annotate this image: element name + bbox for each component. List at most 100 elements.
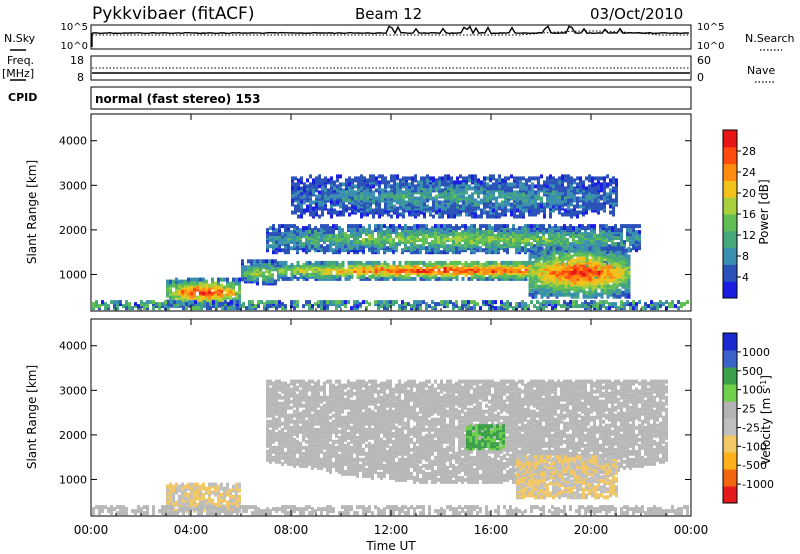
power-cell [446, 300, 449, 305]
power-cell [473, 304, 476, 309]
power-cell [284, 238, 287, 243]
power-cell [558, 180, 561, 185]
power-cell [653, 302, 656, 307]
power-cell [357, 176, 360, 181]
power-cell [398, 260, 402, 265]
power-cell [309, 212, 312, 217]
power-cell [456, 180, 459, 185]
power-cell [321, 200, 324, 205]
power-cell [620, 300, 623, 305]
power-cell [467, 304, 470, 309]
power-cell [320, 260, 324, 265]
power-cell [256, 259, 259, 264]
power-cell [486, 186, 489, 191]
power-cell [272, 300, 275, 305]
power-cell [554, 234, 557, 239]
power-cell [486, 210, 489, 215]
power-cell [497, 306, 500, 311]
power-cell [229, 281, 232, 286]
nave-label: Nave [747, 64, 775, 77]
power-cell [408, 194, 411, 199]
power-cell [585, 256, 589, 261]
power-cell [434, 244, 437, 249]
power-cell [302, 244, 305, 249]
power-cell [455, 240, 458, 245]
power-cell [650, 300, 653, 305]
power-cell [297, 182, 300, 187]
power-cell [149, 300, 152, 305]
power-cell [329, 300, 332, 305]
power-cell [372, 208, 375, 213]
power-cell [518, 226, 521, 231]
power-cell [375, 176, 378, 181]
power-cell [671, 300, 674, 305]
power-cell [426, 198, 429, 203]
power-cell [348, 206, 351, 211]
power-cell [437, 224, 440, 229]
power-cell [555, 182, 558, 187]
power-cell [300, 176, 303, 181]
power-cell [392, 246, 395, 251]
power-cell [527, 304, 530, 309]
power-cell [268, 277, 271, 282]
power-cell [449, 300, 452, 305]
power-cell [449, 260, 453, 265]
power-cell [495, 182, 498, 187]
power-cell [300, 204, 303, 209]
power-cell [197, 302, 200, 307]
power-cell [609, 210, 612, 215]
power-cell [169, 279, 172, 284]
power-cell [296, 270, 300, 275]
power-cell [371, 230, 374, 235]
power-cell [356, 246, 359, 251]
power-cell [563, 240, 566, 245]
power-cell [390, 194, 393, 199]
power-cell [449, 272, 453, 277]
power-cell [274, 267, 277, 272]
power-cell [489, 184, 492, 189]
power-cell [624, 258, 628, 263]
power-cell [528, 292, 532, 297]
power-cell [333, 180, 336, 185]
power-cell [368, 234, 371, 239]
power-cell [369, 206, 372, 211]
power-cell [405, 194, 408, 199]
power-cell [486, 182, 489, 187]
power-cell [348, 176, 351, 181]
power-cell [510, 182, 513, 187]
power-cell [342, 194, 345, 199]
power-cell [296, 260, 300, 265]
power-cell [383, 230, 386, 235]
power-cell [212, 300, 215, 305]
power-cell [339, 210, 342, 215]
power-cell [116, 300, 119, 305]
power-cell [426, 184, 429, 189]
power-cell [434, 270, 438, 275]
power-cell [555, 264, 559, 269]
power-cell [504, 188, 507, 193]
power-cell [497, 224, 500, 229]
power-cell [437, 232, 440, 237]
power-cell [489, 174, 492, 179]
power-cell [477, 200, 480, 205]
power-cell [377, 268, 381, 273]
power-cell [350, 244, 353, 249]
power-cell [585, 246, 589, 251]
power-cell [591, 176, 594, 181]
power-cell [587, 302, 590, 307]
power-cell [206, 302, 209, 307]
power-cell [266, 228, 269, 233]
power-cell [611, 226, 614, 231]
power-cell [441, 176, 444, 181]
power-cell [552, 190, 555, 195]
power-cell [587, 232, 590, 237]
power-cell [534, 200, 537, 205]
power-cell [220, 297, 223, 302]
power-cell [181, 283, 184, 288]
power-cell [354, 176, 357, 181]
power-cell [638, 230, 641, 235]
power-cell [125, 300, 128, 305]
power-cell [482, 266, 486, 271]
power-cell [272, 250, 275, 255]
power-cell [389, 234, 392, 239]
